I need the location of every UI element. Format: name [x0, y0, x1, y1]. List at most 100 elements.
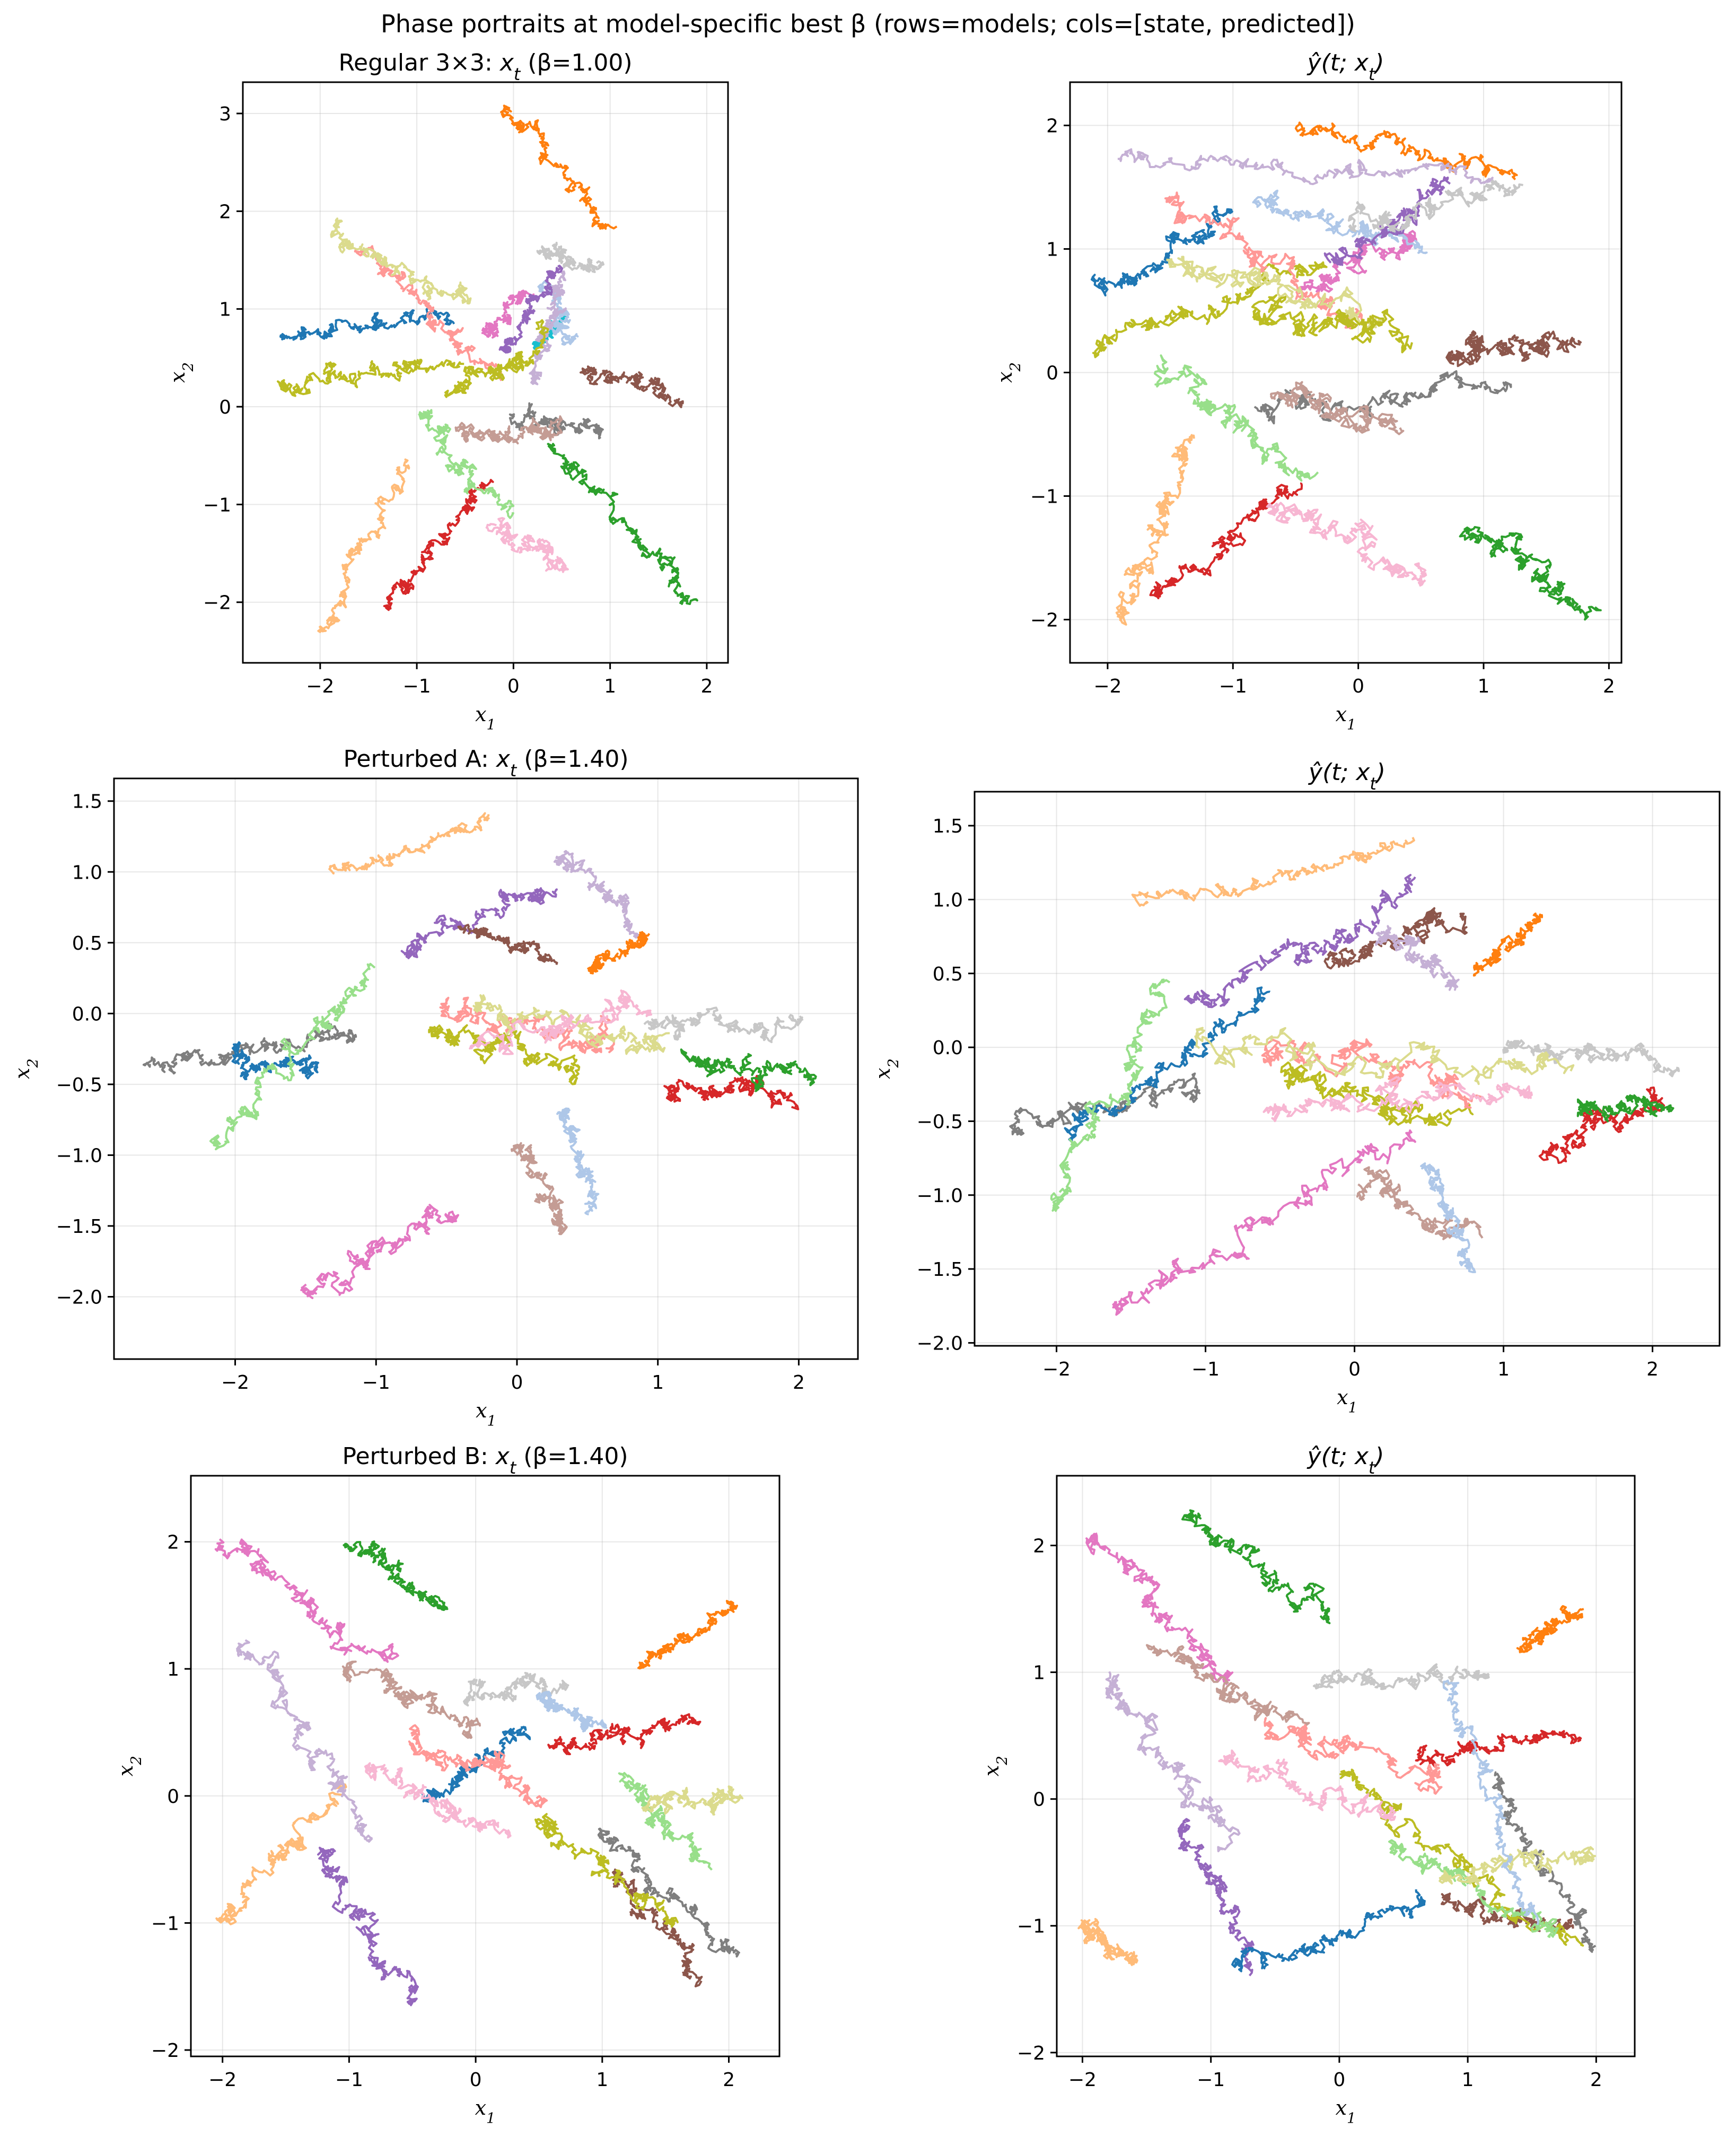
- x-tick-label: 0: [1352, 676, 1364, 697]
- y-tick-label: −1.0: [56, 1145, 102, 1167]
- axes-frame: [190, 1475, 781, 2057]
- y-tick-label: 2: [1033, 1535, 1045, 1557]
- trajectories: [1090, 121, 1602, 626]
- subplot-title: Perturbed B: xt​ (β=1.40): [343, 1443, 628, 1478]
- trajectory-line: [231, 1041, 320, 1081]
- trajectory-line: [1194, 1027, 1575, 1085]
- y-tick-label: 2: [167, 1532, 179, 1554]
- x-tick-label: −1: [1197, 2069, 1225, 2091]
- y-tick-label: 1.0: [72, 862, 102, 883]
- x-tick-label: −1: [335, 2069, 363, 2091]
- x-tick-label: 1: [1462, 2069, 1474, 2091]
- trajectory-line: [556, 1107, 600, 1216]
- trajectory-line: [586, 931, 651, 975]
- y-tick-label: 3: [219, 103, 231, 125]
- figure-suptitle: Phase portraits at model-specific best β…: [381, 10, 1355, 38]
- trajectory-line: [1492, 1771, 1597, 1953]
- y-tick-label: 0.5: [72, 933, 102, 954]
- trajectory-line: [215, 1781, 347, 1925]
- x-tick-label: 1: [604, 676, 616, 697]
- axes-frame: [113, 777, 859, 1360]
- trajectory-line: [1181, 1509, 1331, 1624]
- trajectory-line: [1251, 294, 1413, 354]
- trajectory-line: [485, 516, 569, 573]
- trajectory-line: [364, 1762, 512, 1839]
- x-tick-label: 0: [470, 2069, 482, 2091]
- trajectory-line: [553, 849, 643, 939]
- trajectory-line: [680, 1048, 817, 1092]
- trajectory-line: [1415, 1729, 1582, 1767]
- y-axis-label: x2​: [871, 1058, 902, 1079]
- y-tick-label: −2.0: [917, 1333, 963, 1354]
- y-tick-label: −1: [203, 494, 231, 516]
- x-tick-label: −2: [208, 2069, 236, 2091]
- x-tick-label: 0: [507, 676, 520, 697]
- trajectory-line: [1262, 1076, 1533, 1123]
- y-tick-label: −0.5: [56, 1074, 102, 1096]
- x-tick-label: −2: [1042, 1359, 1071, 1380]
- trajectory-line: [1459, 525, 1602, 621]
- y-tick-label: −2: [1017, 2043, 1045, 2064]
- trajectory-line: [534, 1813, 679, 1928]
- subplot-6: −2 −1 0 1 2 −2 −1 0 1 2 x1​ x2​ ŷ(t; xt​): [980, 1443, 1636, 2127]
- trajectory-line: [1339, 1768, 1584, 1947]
- trajectory-line: [457, 924, 558, 965]
- trajectory-line: [1231, 1889, 1426, 1973]
- trajectory-line: [383, 479, 494, 611]
- trajectories: [214, 1538, 744, 2007]
- y-tick-label: 1.5: [933, 816, 963, 837]
- trajectory-line: [1064, 986, 1271, 1143]
- trajectory-line: [1112, 1129, 1416, 1316]
- trajectory-line: [444, 319, 549, 398]
- y-tick-label: −1.5: [917, 1259, 963, 1281]
- trajectories: [1077, 1509, 1597, 1977]
- trajectory-line: [1085, 1532, 1234, 1686]
- trajectory-line: [536, 241, 604, 273]
- trajectory-line: [637, 1600, 738, 1670]
- subplot-title: ŷ(t; xt​): [1307, 1443, 1384, 1478]
- y-tick-label: 0: [219, 397, 231, 418]
- x-tick-label: 2: [1646, 1359, 1659, 1380]
- x-tick-label: 0: [1348, 1359, 1361, 1380]
- y-tick-label: 1: [1033, 1662, 1045, 1684]
- trajectory-line: [343, 1540, 449, 1611]
- trajectory-line: [1294, 121, 1518, 181]
- trajectory-line: [1146, 1644, 1310, 1729]
- trajectory-line: [498, 265, 564, 354]
- x-axis-label: x1​: [475, 2096, 496, 2127]
- x-tick-label: −2: [1068, 2069, 1097, 2091]
- trajectory-line: [354, 245, 503, 382]
- trajectory-line: [1050, 978, 1171, 1212]
- y-axis-label: x2​: [114, 1756, 145, 1776]
- subplot-4: −2 −1 0 1 2 −2.0 −1.5 −1.0 −0.5 0.0 0.5 1.0 1.5 x1​ x2…: [871, 759, 1721, 1416]
- trajectory-line: [663, 1074, 800, 1110]
- trajectory-line: [1356, 1166, 1484, 1240]
- y-tick-label: −2: [203, 592, 231, 614]
- trajectory-line: [1445, 330, 1582, 367]
- trajectory-line: [328, 812, 490, 875]
- trajectory-line: [1442, 1679, 1539, 1926]
- trajectory-line: [597, 1827, 740, 1958]
- trajectory-line: [209, 962, 376, 1151]
- y-tick-label: 1: [219, 299, 231, 321]
- trajectory-line: [236, 1639, 373, 1843]
- x-tick-label: −1: [362, 1372, 390, 1394]
- x-tick-label: −2: [221, 1372, 249, 1394]
- trajectory-line: [469, 989, 653, 1055]
- subplot-title: ŷ(t; xt​): [1308, 759, 1386, 794]
- y-tick-label: 1.5: [72, 791, 102, 813]
- trajectory-line: [510, 1142, 568, 1236]
- trajectory-line: [472, 994, 670, 1055]
- x-axis-label: x1​: [476, 1399, 496, 1430]
- x-tick-label: −2: [306, 676, 334, 697]
- trajectory-line: [1472, 912, 1544, 977]
- y-tick-label: −1: [1030, 486, 1058, 507]
- trajectory-line: [1131, 837, 1415, 907]
- subplot-5: −2 −1 0 1 2 −2 −1 0 1 2 x1​ x2​ Perturbed B: xt​ (β=…: [114, 1443, 781, 2127]
- trajectory-line: [1420, 1162, 1476, 1273]
- x-tick-label: 1: [652, 1372, 664, 1394]
- x-tick-label: −1: [1219, 676, 1247, 697]
- trajectory-line: [1300, 230, 1417, 294]
- trajectory-line: [400, 887, 558, 959]
- trajectory-line: [1154, 354, 1319, 482]
